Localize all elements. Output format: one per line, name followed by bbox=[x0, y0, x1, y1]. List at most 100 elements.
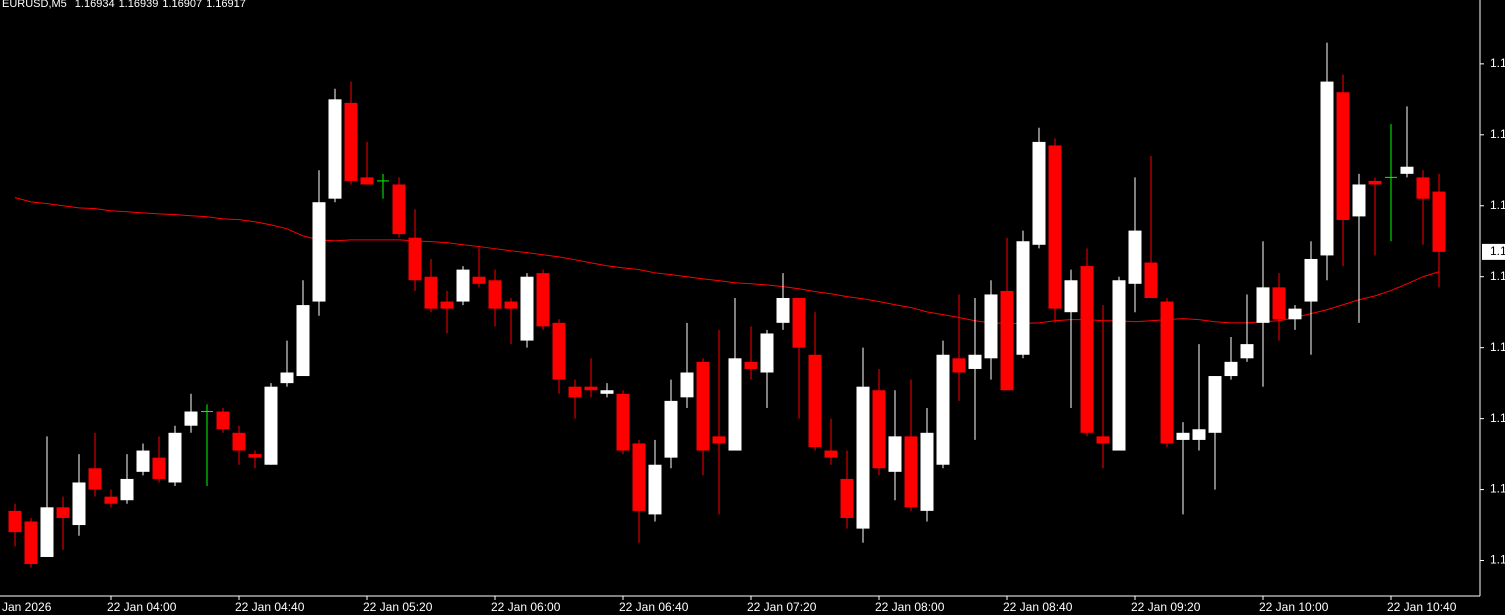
candle-body bbox=[648, 464, 662, 515]
candle-body bbox=[696, 361, 710, 451]
candle-body bbox=[424, 276, 438, 309]
candle-body bbox=[1432, 191, 1446, 252]
candle-body bbox=[1112, 280, 1126, 451]
candle-body bbox=[328, 99, 342, 199]
y-tick-label: 1.1 bbox=[1490, 56, 1505, 70]
candle-body bbox=[24, 521, 38, 565]
price-tag-label: 1.1 bbox=[1490, 244, 1505, 258]
candle-body bbox=[136, 450, 150, 472]
candle-body bbox=[168, 432, 182, 483]
candle-body bbox=[1160, 301, 1174, 444]
candle-body bbox=[152, 457, 166, 479]
candle-body bbox=[1016, 241, 1030, 355]
candle-body bbox=[1416, 177, 1430, 199]
moving-average bbox=[14, 197, 1440, 325]
candle-body bbox=[488, 280, 502, 309]
chart-title: EURUSD,M5 bbox=[2, 0, 67, 10]
candle-body bbox=[856, 386, 870, 529]
candle-body bbox=[1128, 230, 1142, 284]
candle-body bbox=[216, 411, 230, 430]
y-tick-label: 1.1 bbox=[1490, 198, 1505, 212]
candle-body bbox=[840, 478, 854, 518]
candle-body bbox=[1288, 308, 1302, 320]
x-tick-label: 22 Jan 07:20 bbox=[747, 600, 817, 614]
candle-body bbox=[904, 436, 918, 508]
candle-body bbox=[1000, 290, 1014, 391]
candle-body bbox=[1064, 280, 1078, 313]
candle-body bbox=[1304, 258, 1318, 302]
y-tick-label: 1.1 bbox=[1490, 269, 1505, 283]
y-tick-label: 1.1 bbox=[1490, 553, 1505, 567]
candle-body bbox=[520, 276, 534, 341]
candle-body bbox=[744, 361, 758, 369]
candle-body bbox=[984, 294, 998, 359]
candle-body bbox=[952, 358, 966, 373]
header-close: 1.16917 bbox=[206, 0, 246, 10]
y-tick-label: 1.1 bbox=[1490, 127, 1505, 141]
candle-body bbox=[472, 276, 486, 284]
x-tick-label: 22 Jan 08:00 bbox=[875, 600, 945, 614]
candle-body bbox=[824, 450, 838, 458]
candle-body bbox=[1224, 361, 1238, 377]
candle-body bbox=[776, 298, 790, 323]
candle-body bbox=[728, 358, 742, 451]
candle-body bbox=[1080, 266, 1094, 433]
x-tick-label: 22 Jan 06:00 bbox=[491, 600, 561, 614]
x-tick-label: 22 Jan 10:00 bbox=[1259, 600, 1329, 614]
candle-body bbox=[888, 436, 902, 472]
chart-header: EURUSD,M5 1.16934 1.16939 1.16907 1.16917 bbox=[2, 0, 246, 10]
candle-body bbox=[312, 202, 326, 302]
candle-body bbox=[72, 482, 86, 526]
candle-body bbox=[1320, 81, 1334, 256]
x-tick-label: 22 Jan 04:40 bbox=[235, 600, 305, 614]
x-tick-label: 22 Jan 06:40 bbox=[619, 600, 689, 614]
candle-body bbox=[1032, 141, 1046, 245]
candle-body bbox=[632, 443, 646, 511]
candle-body bbox=[456, 269, 470, 302]
price-tag-box bbox=[1482, 243, 1505, 260]
candle-body bbox=[1096, 436, 1110, 444]
candle-body bbox=[344, 102, 358, 181]
candle-body bbox=[712, 436, 726, 444]
candle-body bbox=[1368, 180, 1382, 185]
candle-body bbox=[504, 301, 518, 309]
candle-body bbox=[232, 432, 246, 451]
x-date-label: Jan 2026 bbox=[2, 600, 52, 614]
candle-body bbox=[296, 305, 310, 377]
candle-body bbox=[792, 298, 806, 348]
candle-body bbox=[8, 510, 22, 533]
candle-body bbox=[872, 390, 886, 469]
candle-body bbox=[552, 322, 566, 380]
x-tick-label: 22 Jan 09:20 bbox=[1131, 600, 1201, 614]
candle-body bbox=[184, 411, 198, 426]
x-tick-label: 22 Jan 04:00 bbox=[107, 600, 177, 614]
candle-body bbox=[264, 386, 278, 465]
candle-body bbox=[936, 354, 950, 465]
candle-body bbox=[248, 454, 262, 458]
candle-body bbox=[968, 354, 982, 369]
candle-body bbox=[1400, 166, 1414, 174]
candle-body bbox=[360, 177, 374, 185]
candle-body bbox=[392, 184, 406, 235]
candle-body bbox=[1352, 184, 1366, 217]
candle-body bbox=[1272, 287, 1286, 320]
candle-body bbox=[1240, 344, 1254, 359]
candle-body bbox=[808, 354, 822, 447]
x-tick-label: 22 Jan 10:40 bbox=[1387, 600, 1457, 614]
candle-body bbox=[680, 372, 694, 398]
candle-body bbox=[120, 478, 134, 501]
candle-body bbox=[1048, 145, 1062, 309]
y-tick-label: 1.1 bbox=[1490, 340, 1505, 354]
candle-body bbox=[664, 400, 678, 458]
candle-body bbox=[1336, 92, 1350, 220]
candle-body bbox=[408, 237, 422, 281]
candle-body bbox=[920, 432, 934, 511]
candle-body bbox=[616, 393, 630, 451]
candle-body bbox=[88, 468, 102, 490]
candle-body bbox=[568, 386, 582, 398]
header-low: 1.16907 bbox=[162, 0, 202, 10]
x-tick-label: 22 Jan 08:40 bbox=[1003, 600, 1073, 614]
candle-body bbox=[600, 390, 614, 394]
